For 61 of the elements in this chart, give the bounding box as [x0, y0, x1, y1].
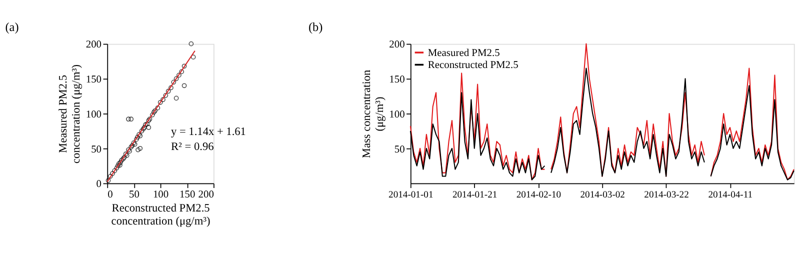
point [174, 96, 179, 101]
point [146, 125, 152, 130]
y-tick-label: 200 [86, 40, 102, 51]
y-tick-label: 50 [91, 144, 102, 156]
point [136, 147, 140, 152]
annotation: y = 1.14x + 1.61 [170, 126, 246, 138]
point [135, 134, 140, 140]
y-axis-title: Mass concentration (μg/m³) [360, 70, 386, 158]
point [115, 163, 120, 168]
x-tick-label: 0 [108, 190, 113, 201]
x-tick-label: 2014-03-02 [580, 190, 626, 201]
point [139, 128, 144, 134]
point [118, 160, 123, 165]
x-tick-label: 100 [152, 190, 169, 201]
legend-label: Measured PM2.5 [428, 48, 500, 60]
x-tick-label: 2014-03-22 [644, 190, 690, 201]
y-tick-label: 0 [96, 179, 102, 190]
point [163, 92, 168, 98]
point [155, 106, 160, 110]
point [128, 116, 134, 122]
point [110, 171, 115, 176]
x-tick-label: 2014-02-10 [516, 190, 562, 201]
point [108, 174, 113, 179]
point [176, 72, 182, 78]
point [119, 158, 124, 163]
point [188, 41, 194, 46]
point [179, 69, 184, 74]
point [150, 112, 155, 118]
point [160, 97, 166, 102]
point [190, 54, 196, 60]
point [126, 116, 131, 122]
chart-title: (a) [5, 20, 19, 34]
point [112, 168, 118, 174]
point [106, 178, 111, 183]
y-tick-label: 150 [389, 74, 405, 86]
point [182, 83, 187, 88]
y-tick-label: 200 [389, 40, 405, 51]
legend-label: Reconstructed PM2.5 [428, 60, 518, 72]
point [138, 146, 143, 151]
x-tick-label: 200 [198, 190, 214, 201]
point [171, 80, 176, 85]
x-tick-label: 2014-01-21 [452, 190, 498, 201]
point [166, 88, 171, 94]
point [134, 136, 139, 142]
x-tick-label: 150 [180, 190, 196, 201]
x-tick-label: 50 [128, 190, 140, 201]
x-tick-label: 2014-01-01 [388, 190, 434, 201]
x-tick-label: 2014-04-11 [708, 190, 753, 201]
point [168, 85, 174, 90]
y-tick-label: 100 [86, 109, 102, 120]
chart-title: (b) [308, 20, 323, 34]
point [114, 165, 120, 170]
y-tick-label: 50 [394, 144, 405, 156]
y-tick-label: 100 [389, 109, 405, 120]
point [158, 100, 163, 105]
y-tick-label: 150 [86, 74, 102, 86]
y-axis-title: Measured PM2.5 concentration (μg/m³) [58, 64, 83, 164]
point [174, 76, 179, 82]
annotation: R² = 0.96 [170, 140, 214, 153]
x-axis-title: Reconstructed PM2.5 concentration (μg/m³) [111, 202, 211, 228]
point [182, 64, 187, 69]
